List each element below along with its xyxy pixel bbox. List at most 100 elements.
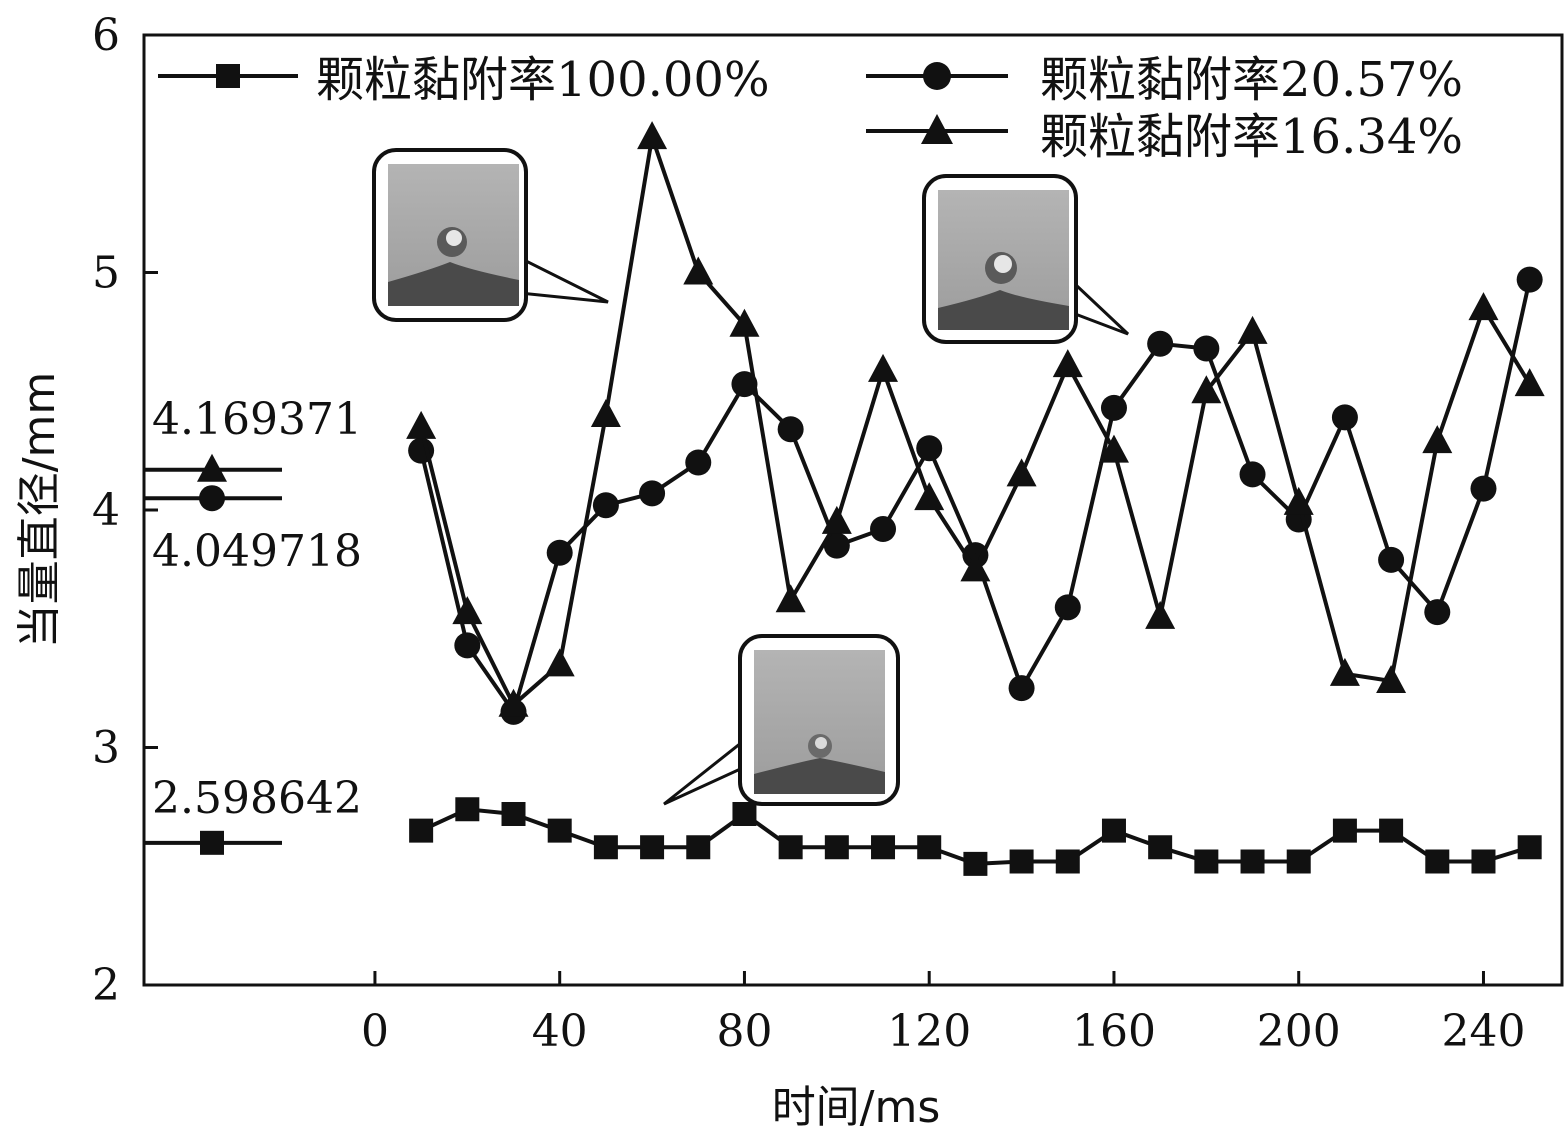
inset-photo-1 <box>372 148 609 322</box>
reference-label-2: 4.049718 <box>152 526 362 577</box>
data-point <box>731 371 758 398</box>
y-tick-label: 3 <box>92 723 120 774</box>
data-point <box>778 835 803 860</box>
x-axis-title: 时间/ms <box>772 1082 941 1133</box>
data-point <box>639 480 666 507</box>
data-point <box>1009 849 1034 874</box>
data-point <box>1379 818 1404 843</box>
data-point <box>1378 546 1405 573</box>
data-point <box>1332 818 1357 843</box>
data-point <box>590 399 621 427</box>
data-point <box>1471 849 1496 874</box>
data-point <box>1286 849 1311 874</box>
data-point <box>1468 292 1499 321</box>
data-point <box>821 505 852 534</box>
legend-item-3: 颗粒黏附率16.34% <box>866 109 1463 165</box>
data-point <box>1006 458 1037 487</box>
y-tick-label: 6 <box>92 10 120 61</box>
data-point <box>1101 818 1126 843</box>
data-point <box>1376 665 1407 693</box>
data-point <box>454 632 481 659</box>
data-point <box>409 818 434 843</box>
x-tick-label: 80 <box>716 1006 772 1057</box>
data-point <box>1193 335 1220 362</box>
y-axis-title: 当量直径/mm <box>14 372 65 649</box>
x-tick-label: 120 <box>887 1006 971 1057</box>
data-point <box>1240 849 1265 874</box>
data-point <box>544 648 575 677</box>
data-point <box>1008 675 1035 702</box>
data-point <box>871 835 896 860</box>
x-tick-label: 160 <box>1072 1006 1156 1057</box>
data-point <box>1054 594 1081 621</box>
data-point <box>1331 404 1358 431</box>
data-point <box>593 835 618 860</box>
x-tick-label: 40 <box>532 1006 588 1057</box>
data-series <box>406 121 1545 876</box>
data-point <box>960 553 991 582</box>
reference-marker-3 <box>197 453 227 482</box>
data-point <box>1470 475 1497 502</box>
data-point <box>824 835 849 860</box>
data-point <box>1052 349 1083 378</box>
data-point <box>547 818 572 843</box>
data-point <box>686 835 711 860</box>
data-point <box>1329 657 1360 686</box>
reference-marker-2 <box>199 485 225 512</box>
legend-label-3: 颗粒黏附率16.34% <box>1040 109 1463 165</box>
data-point <box>637 121 668 150</box>
data-point <box>1145 600 1176 629</box>
inset-photo-2 <box>922 174 1130 344</box>
data-point <box>917 835 942 860</box>
data-point <box>1516 266 1543 293</box>
data-point <box>775 584 806 613</box>
legend-item-2: 颗粒黏附率20.57% <box>866 52 1463 108</box>
data-point <box>914 482 945 511</box>
data-point <box>1514 368 1545 397</box>
data-point <box>868 353 899 382</box>
data-point <box>777 416 804 443</box>
legend-label-1: 颗粒黏附率100.00% <box>316 52 770 108</box>
legend-label-2: 颗粒黏附率20.57% <box>1040 52 1463 108</box>
data-point <box>498 688 529 717</box>
data-point <box>1237 315 1268 344</box>
x-tick-label: 200 <box>1257 1006 1341 1057</box>
data-point <box>1239 461 1266 488</box>
data-point <box>1191 375 1222 404</box>
data-point <box>546 539 573 566</box>
data-point <box>1422 425 1453 454</box>
data-point <box>685 449 712 476</box>
legend-item-1: 颗粒黏附率100.00% <box>158 52 770 108</box>
data-point <box>1098 434 1129 463</box>
x-tick-label: 240 <box>1441 1006 1525 1057</box>
data-point <box>1055 849 1080 874</box>
data-point <box>1194 849 1219 874</box>
y-tick-label: 2 <box>92 960 120 1011</box>
data-point <box>1517 835 1542 860</box>
data-point <box>1424 599 1451 626</box>
data-point <box>916 435 943 462</box>
data-point <box>1147 330 1174 357</box>
data-point <box>1100 394 1127 421</box>
data-point <box>455 797 480 822</box>
inset-photo-3 <box>663 634 900 806</box>
data-point <box>1283 486 1314 515</box>
data-point <box>870 516 897 542</box>
series-line-2 <box>419 279 1532 717</box>
data-point <box>1148 835 1173 860</box>
reference-label-1: 2.598642 <box>152 773 362 824</box>
reference-marker-1 <box>200 830 224 855</box>
data-point <box>640 835 665 860</box>
data-point <box>406 410 437 439</box>
data-point <box>592 492 619 519</box>
data-point <box>823 532 850 559</box>
y-tick-label: 5 <box>92 248 120 299</box>
data-point <box>501 802 526 826</box>
data-point <box>452 596 483 625</box>
reference-label-3: 4.169371 <box>152 394 362 445</box>
data-point <box>729 308 760 337</box>
axes: 2 3 4 5 6 0 40 80 120 160 200 240 <box>92 10 1525 1057</box>
data-point <box>683 256 714 285</box>
data-point <box>1425 849 1450 874</box>
